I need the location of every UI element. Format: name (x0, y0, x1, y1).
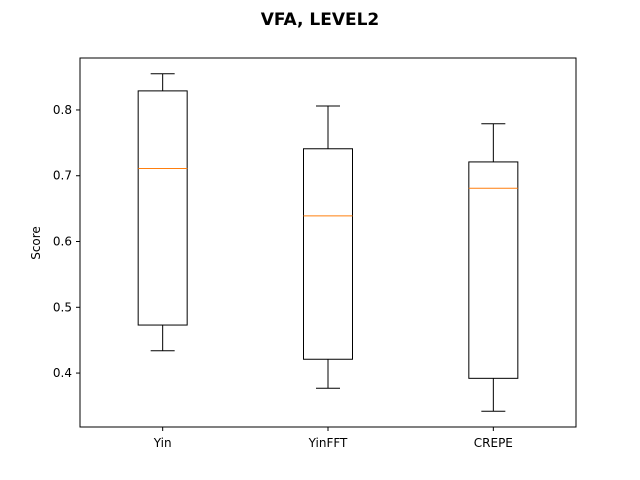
plot-content: Yin YinFFT CREPE 0.4 0.5 0.6 0.7 0.8 (53, 73, 519, 450)
y-tick-label: 0.7 (53, 169, 72, 183)
y-tick-label: 0.4 (53, 366, 72, 380)
y-axis-label: Score (29, 226, 43, 260)
y-tick-label: 0.6 (53, 235, 72, 249)
chart-title: VFA, LEVEL2 (261, 10, 380, 30)
y-tick-label: 0.8 (53, 103, 72, 117)
x-tick-label: YinFFT (308, 436, 348, 450)
x-tick-label: CREPE (474, 436, 513, 450)
box (303, 148, 353, 360)
plot-frame (79, 57, 577, 428)
x-tick-label: Yin (153, 436, 172, 450)
y-tick-label: 0.5 (53, 300, 72, 314)
box (468, 161, 519, 379)
box (137, 90, 188, 326)
